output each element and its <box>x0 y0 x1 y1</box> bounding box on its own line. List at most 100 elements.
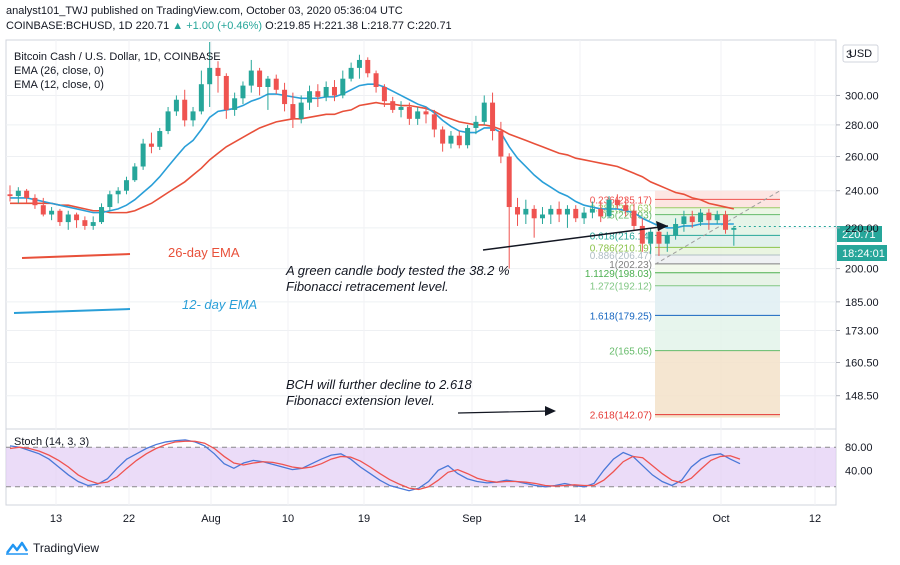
candle-body <box>356 59 362 68</box>
candle-body <box>215 67 221 76</box>
candle-up <box>523 199 529 225</box>
currency-button[interactable] <box>842 44 879 63</box>
candle-down <box>423 106 429 124</box>
candle-down <box>623 197 629 217</box>
stoch-tick-label: 40.00 <box>845 465 873 477</box>
stoch-band <box>6 447 836 487</box>
fib-level-label: 2(165.05) <box>609 347 652 358</box>
candle-up <box>581 207 587 225</box>
fib-zone <box>655 254 780 264</box>
candle-up <box>207 42 213 107</box>
candle-body <box>248 70 254 86</box>
candle-body <box>673 224 679 236</box>
candle-body <box>440 129 446 144</box>
candle-body <box>398 106 404 110</box>
price-tick-label: 160.50 <box>845 358 879 370</box>
candle-body <box>473 121 479 128</box>
candle-body <box>448 135 454 144</box>
candle-up <box>240 81 246 105</box>
candle-up <box>248 59 254 93</box>
candle-body <box>132 166 138 181</box>
candle-body <box>273 78 279 90</box>
indicator-ema26: EMA (26, close, 0) <box>14 65 104 77</box>
ema26-legend-label: 26-day EMA <box>168 245 240 260</box>
candle-up <box>714 210 720 225</box>
price-tick-label: 220.00 <box>845 223 879 235</box>
candle-up <box>681 210 687 232</box>
trend-arrow-head <box>656 221 668 231</box>
candle-body <box>548 208 554 215</box>
candle-body <box>282 89 288 105</box>
candle-body <box>523 208 529 215</box>
candle-up <box>648 227 654 254</box>
candle-body <box>290 104 296 119</box>
candle-down <box>614 194 620 209</box>
candle-up <box>448 131 454 149</box>
candle-body <box>99 207 105 223</box>
candle-body <box>648 231 654 244</box>
candle-up <box>564 205 570 228</box>
candle-up <box>165 106 171 135</box>
fib-zone <box>655 235 780 248</box>
candle-body <box>57 210 63 223</box>
candle-body <box>165 111 171 132</box>
candle-up <box>49 207 55 221</box>
candle-body <box>331 86 337 96</box>
candle-body <box>498 131 504 157</box>
annotations: Bitcoin Cash / U.S. Dollar, 1D, COINBASE… <box>13 51 669 416</box>
stochastic-pane: Stoch (14, 3, 3) 80.00 40.00 <box>6 436 873 492</box>
candle-body <box>315 91 321 97</box>
fib-zone <box>655 199 780 208</box>
candle-up <box>198 70 204 115</box>
decline-arrow <box>457 410 551 414</box>
candle-up <box>340 70 346 99</box>
candle-up <box>90 216 96 230</box>
candle-down <box>531 205 537 238</box>
candle-up <box>132 163 138 182</box>
candle-down <box>282 82 288 112</box>
candle-body <box>123 180 129 191</box>
stoch-d-line <box>9 440 741 491</box>
candle-down <box>390 96 396 113</box>
candle-body <box>157 131 163 147</box>
candle-down <box>315 84 321 107</box>
candle-down <box>148 132 154 154</box>
fib-level-label: 0.5(226.93) <box>601 211 652 222</box>
candle-up <box>465 124 471 149</box>
candle-body <box>731 227 737 230</box>
candle-down <box>365 57 371 78</box>
indicator-ema12: EMA (12, close, 0) <box>14 79 104 91</box>
candle-up <box>473 115 479 135</box>
candle-body <box>723 214 729 230</box>
candle-down <box>431 109 437 138</box>
ohlc-values: O:219.85 H:221.38 L:218.77 C:220.71 <box>265 20 452 32</box>
candle-down <box>290 92 296 128</box>
candle-down <box>556 201 562 223</box>
price-tick-label: 173.00 <box>845 325 879 337</box>
candle-up <box>398 101 404 118</box>
price-tick-label: 280.00 <box>845 120 879 132</box>
candle-up <box>323 81 329 102</box>
time-tick-label: 14 <box>574 513 586 525</box>
fib-zone <box>655 315 780 351</box>
candle-body <box>340 78 346 96</box>
candle-body <box>415 111 421 119</box>
candle-down <box>639 218 645 252</box>
symbol-price: COINBASE:BCHUSD, 1D 220.71 <box>6 20 170 32</box>
publisher-line: analyst101_TWJ published on TradingView.… <box>6 5 403 17</box>
candle-down <box>631 203 637 230</box>
currency-button-label: USD <box>849 48 872 60</box>
candle-down <box>32 194 38 209</box>
candle-body <box>465 127 471 146</box>
candle-body <box>373 73 379 87</box>
candle-up <box>589 201 595 219</box>
ema12-legend-line <box>13 308 131 314</box>
candle-body <box>148 143 154 147</box>
candle-body <box>406 106 412 119</box>
fib-level-label: 0.886(206.47) <box>590 251 652 262</box>
fib-zone <box>655 272 780 286</box>
price-tick-partial: 3 <box>846 49 852 61</box>
ema26-line <box>10 101 735 214</box>
price-tick-label: 148.50 <box>845 391 879 403</box>
candle-body <box>456 135 462 146</box>
